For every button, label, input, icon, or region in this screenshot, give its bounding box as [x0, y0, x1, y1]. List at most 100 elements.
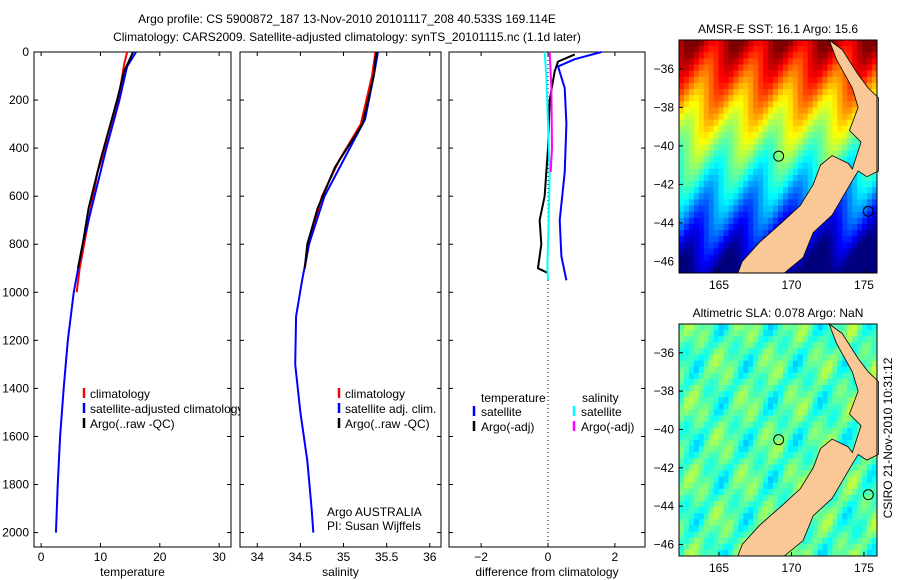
map-cell — [703, 397, 710, 404]
map-cell — [708, 101, 715, 108]
map-cell — [787, 119, 794, 127]
map-cell — [733, 433, 739, 441]
map-cell — [738, 46, 744, 53]
map-cell — [852, 501, 858, 508]
map-cell — [832, 433, 838, 441]
map-cell — [708, 70, 715, 78]
map-cell — [797, 415, 804, 423]
map-cell — [842, 403, 848, 410]
map-cell — [822, 125, 828, 133]
map-cell — [837, 260, 843, 268]
map-cell — [693, 230, 700, 237]
map-cell — [782, 440, 789, 447]
map-cell — [837, 501, 843, 508]
map-cell — [847, 150, 853, 157]
map-cell — [693, 40, 700, 47]
map-cell — [688, 525, 695, 533]
map-cell — [778, 107, 784, 115]
map-cell — [679, 199, 685, 207]
map-cell — [763, 452, 769, 459]
map-cell — [822, 89, 828, 96]
map-cell — [728, 199, 734, 207]
map-cell — [708, 40, 715, 47]
map-cell — [763, 131, 769, 139]
map-cell — [703, 46, 710, 53]
map-cell — [713, 168, 720, 176]
map-cell — [693, 421, 700, 429]
map-cell — [733, 372, 739, 380]
map-cell — [679, 58, 685, 66]
map-cell — [703, 95, 710, 102]
map-cell — [807, 385, 814, 392]
map-cell — [723, 101, 729, 108]
map-cell — [723, 242, 729, 249]
map-cell — [733, 260, 739, 268]
map-cell — [708, 519, 715, 526]
map-cell — [693, 452, 700, 459]
map-cell — [837, 421, 843, 429]
map-cell — [792, 366, 799, 374]
map-cell — [837, 242, 843, 249]
map-cell — [807, 415, 814, 423]
map-cell — [797, 101, 804, 108]
map-cell — [792, 324, 799, 331]
map-cell — [688, 187, 695, 194]
map-cell — [847, 549, 853, 557]
map-cell — [812, 427, 819, 435]
map-cell — [797, 372, 804, 380]
map-cell — [822, 242, 828, 249]
map-cell — [718, 119, 725, 127]
map-cell — [718, 211, 725, 219]
map-cell — [852, 543, 858, 551]
map-cell — [842, 40, 848, 47]
map-cell — [782, 433, 789, 441]
map-cell — [728, 70, 734, 78]
map-cell — [847, 433, 853, 441]
y-tick-label: 1200 — [2, 333, 29, 347]
map-cell — [862, 217, 868, 225]
map-cell — [797, 162, 804, 170]
map-cell — [733, 336, 739, 343]
map-cell — [718, 260, 725, 268]
map-cell — [688, 372, 695, 380]
legend-label: Argo(-adj) — [481, 420, 534, 434]
map-cell — [807, 549, 814, 557]
map-cell — [857, 464, 863, 472]
map-cell — [807, 464, 814, 472]
map-cell — [787, 82, 794, 90]
map-cell — [872, 89, 878, 96]
map-cell — [718, 525, 725, 533]
map-cell — [867, 217, 873, 225]
map-cell — [802, 433, 809, 441]
map-cell — [812, 248, 819, 256]
map-cell — [768, 101, 774, 108]
map-cell — [867, 366, 873, 374]
map-cell — [802, 360, 809, 368]
map-cell — [768, 89, 774, 96]
map-cell — [733, 125, 739, 133]
map-cell — [773, 342, 779, 349]
map-cell — [683, 236, 690, 243]
map-cell — [832, 101, 838, 108]
map-cell — [862, 324, 868, 331]
map-cell — [857, 458, 863, 465]
map-cell — [758, 162, 764, 170]
map-cell — [822, 421, 828, 429]
map-cell — [857, 266, 863, 274]
map-cell — [713, 266, 720, 274]
map-cell — [862, 464, 868, 472]
map-cell — [842, 119, 848, 127]
map-cell — [822, 409, 828, 417]
map-cell — [703, 70, 710, 78]
map-cell — [802, 537, 809, 545]
map-cell — [862, 242, 868, 249]
map-cell — [693, 378, 700, 386]
map-cell — [797, 181, 804, 188]
map-cell — [743, 391, 749, 398]
map-cell — [778, 415, 784, 423]
map-cell — [867, 342, 873, 349]
map-cell — [792, 52, 799, 59]
map-cell — [753, 217, 759, 225]
map-cell — [782, 378, 789, 386]
map-cell — [713, 52, 720, 59]
